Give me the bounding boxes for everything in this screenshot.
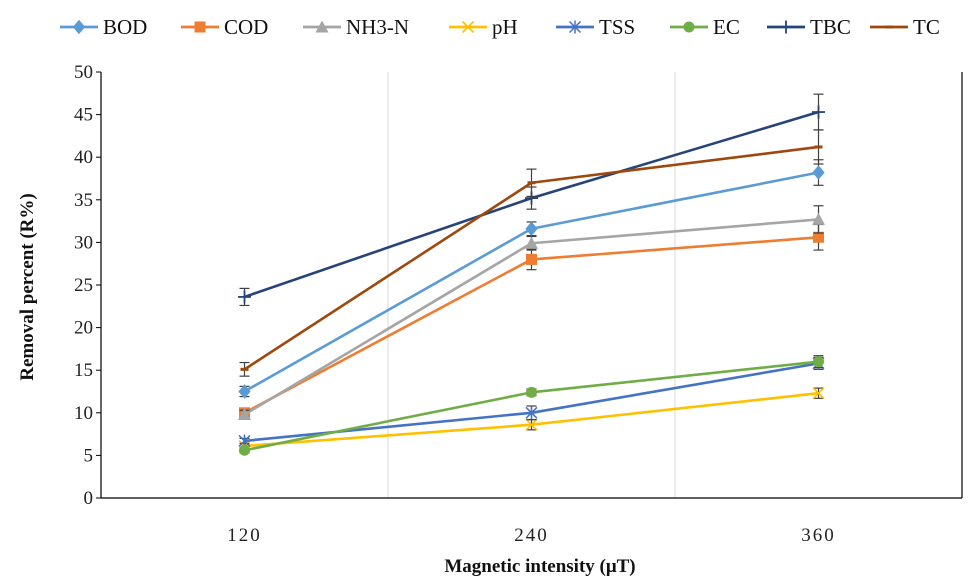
y-axis-title: Removal percent (R%) [17, 193, 38, 381]
legend: BOD COD NH3-N pH TSS EC TBC TC [60, 15, 940, 39]
legend-label: NH3-N [346, 15, 409, 39]
legend-label: TC [913, 15, 940, 39]
plus-marker [238, 290, 251, 304]
plot-area [238, 93, 825, 456]
x-marker [812, 387, 825, 400]
y-tick-label: 15 [74, 360, 93, 381]
x-tick-labels: 120 240 360 [227, 525, 836, 546]
dash-marker [885, 25, 893, 29]
legend-entry-tss: TSS [556, 15, 635, 39]
circle-marker [526, 386, 537, 398]
legend-label: EC [713, 15, 740, 39]
x-tick-label: 360 [801, 525, 836, 546]
x-marker [461, 20, 475, 34]
circle-marker [813, 356, 824, 368]
x-marker-stroke [812, 387, 825, 400]
y-tick-label: 10 [74, 403, 93, 424]
series-bod [238, 159, 825, 399]
diamond-marker [525, 221, 538, 237]
legend-label: TSS [599, 15, 635, 39]
triangle-marker [812, 212, 825, 225]
series-ec [239, 355, 824, 456]
x-marker-stroke [461, 20, 475, 34]
axes [96, 71, 963, 499]
legend-label: BOD [103, 15, 147, 39]
y-tick-label: 35 [74, 190, 93, 211]
plus-marker [812, 105, 825, 119]
star-marker [525, 406, 538, 420]
legend-entry-nh3-n: NH3-N [303, 15, 409, 39]
series-nh3-n [238, 205, 825, 421]
dash-marker [527, 181, 536, 185]
triangle-marker [525, 236, 538, 249]
legend-entry-tc: TC [870, 15, 940, 39]
legend-entry-tbc: TBC [767, 15, 851, 39]
dash-marker [240, 367, 249, 371]
circle-marker [239, 444, 250, 456]
diamond-marker [72, 19, 86, 35]
square-marker [526, 253, 537, 265]
y-tick-label: 40 [74, 147, 93, 168]
x-axis-title: Magnetic intensity (μT) [444, 556, 635, 577]
legend-entry-ph: pH [449, 15, 518, 39]
legend-entry-ec: EC [670, 15, 740, 39]
legend-label: TBC [810, 15, 851, 39]
y-tick-label: 5 [84, 445, 94, 466]
circle-marker [683, 21, 695, 33]
dash-marker [814, 145, 823, 149]
square-marker [813, 231, 824, 243]
y-tick-label: 50 [74, 62, 93, 83]
star-marker [568, 20, 582, 34]
x-marker-stroke [525, 418, 538, 431]
y-tick-label: 30 [74, 232, 93, 253]
plus-marker [779, 20, 793, 34]
square-marker [194, 21, 206, 33]
legend-label: COD [224, 15, 268, 39]
y-tick-labels: 0 5 10 15 20 25 30 35 40 45 50 [74, 62, 93, 509]
diamond-marker [238, 384, 251, 399]
y-tick-label: 20 [74, 318, 93, 339]
series-tbc [238, 93, 825, 307]
x-tick-label: 120 [227, 525, 262, 546]
legend-entry-bod: BOD [60, 15, 147, 39]
series-tc [239, 129, 824, 377]
triangle-marker [315, 20, 329, 33]
y-tick-label: 25 [74, 275, 93, 296]
diamond-marker [812, 165, 825, 180]
legend-entry-cod: COD [181, 15, 268, 39]
legend-label: pH [492, 15, 518, 39]
y-tick-label: 0 [84, 488, 94, 509]
x-tick-label: 240 [514, 525, 549, 546]
y-tick-label: 45 [74, 105, 93, 126]
x-marker [525, 418, 538, 431]
triangle-marker [238, 408, 251, 421]
